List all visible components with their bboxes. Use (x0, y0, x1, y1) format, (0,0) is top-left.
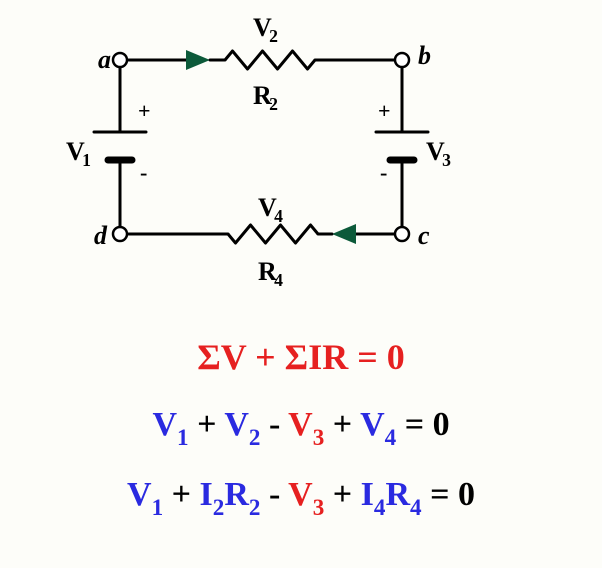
svg-text:c: c (418, 221, 430, 250)
svg-text:2: 2 (269, 94, 278, 114)
svg-text:4: 4 (274, 270, 283, 290)
equation-3: V1 + I2R2 - V3 + I4R4 = 0 (0, 476, 602, 520)
figure-canvas: abcdV1V2R2V3V4R4+-+- ΣV + ΣIR = 0 V1 + V… (0, 0, 602, 568)
svg-text:d: d (94, 221, 108, 250)
svg-text:a: a (98, 45, 111, 74)
svg-text:+: + (378, 98, 391, 123)
svg-text:+: + (138, 98, 151, 123)
svg-text:-: - (140, 160, 147, 185)
circuit-diagram: abcdV1V2R2V3V4R4+-+- (0, 0, 602, 320)
svg-text:1: 1 (82, 150, 91, 170)
svg-text:2: 2 (269, 26, 278, 46)
equation-1: ΣV + ΣIR = 0 (0, 336, 602, 378)
svg-text:-: - (380, 160, 387, 185)
svg-text:3: 3 (442, 150, 451, 170)
svg-text:4: 4 (274, 206, 283, 226)
svg-text:b: b (418, 41, 431, 70)
equation-2: V1 + V2 - V3 + V4 = 0 (0, 406, 602, 450)
